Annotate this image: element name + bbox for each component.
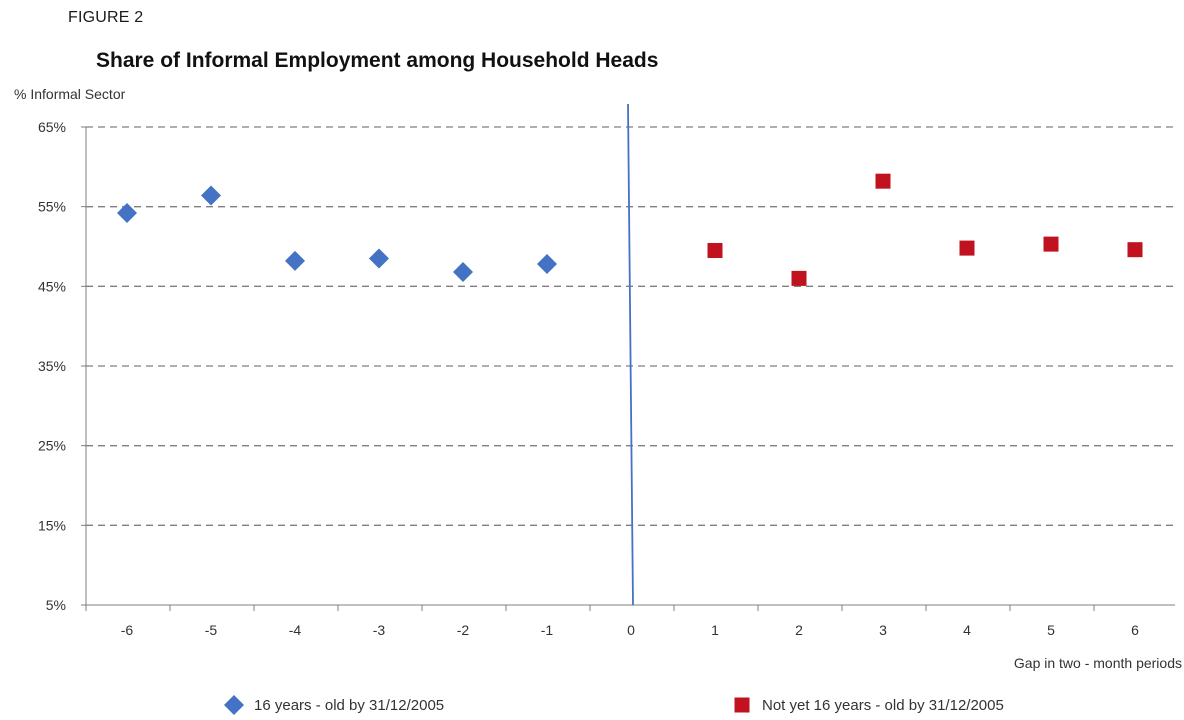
- data-point-diamond: [537, 254, 557, 275]
- y-tick-label: 45%: [38, 278, 66, 294]
- legend-square-icon: [734, 697, 750, 713]
- data-point-diamond: [201, 185, 221, 206]
- y-tick-label: 55%: [38, 199, 66, 215]
- x-tick-label: 5: [1047, 622, 1055, 638]
- y-tick-label: 25%: [38, 438, 66, 454]
- data-point-square: [959, 240, 975, 256]
- data-point-square: [1127, 242, 1143, 258]
- x-tick-label: -4: [289, 622, 302, 638]
- data-point-square: [875, 173, 891, 189]
- x-tick-label: -6: [121, 622, 134, 638]
- data-point-diamond: [369, 248, 389, 269]
- legend-label: 16 years - old by 31/12/2005: [254, 697, 444, 714]
- marks-layer: [117, 103, 1143, 606]
- data-point-diamond: [453, 261, 473, 282]
- figure-label: FIGURE 2: [68, 9, 144, 26]
- data-point-diamond: [117, 203, 137, 224]
- axis-layer: 5% 15% 25% 35% 45% 55% 65% -6 -5 -4 -3 -2 -1 0 1 2 3 4 5 6 G…: [38, 119, 1182, 671]
- x-tick-label: 6: [1131, 622, 1139, 638]
- x-tick-label: -5: [205, 622, 218, 638]
- x-tick-label: 4: [963, 622, 971, 638]
- y-axis-label: % Informal Sector: [14, 86, 126, 102]
- x-tick-label: 3: [879, 622, 887, 638]
- y-tick-label: 65%: [38, 119, 66, 135]
- data-point-diamond: [285, 250, 305, 271]
- y-tick-label: 35%: [38, 358, 66, 374]
- x-tick-label: 2: [795, 622, 803, 638]
- legend: 16 years - old by 31/12/2005 Not yet 16 y…: [224, 695, 1004, 715]
- cutoff-line: [627, 103, 634, 606]
- data-point-square: [1043, 236, 1059, 252]
- y-tick-label: 5%: [46, 597, 66, 613]
- x-tick-label: -3: [373, 622, 386, 638]
- x-tick-label: -2: [457, 622, 470, 638]
- chart-title: Share of Informal Employment among House…: [96, 49, 659, 72]
- y-tick-label: 15%: [38, 517, 66, 533]
- x-tick-label: -1: [541, 622, 554, 638]
- x-tick-label: 1: [711, 622, 719, 638]
- legend-diamond-icon: [224, 695, 244, 715]
- data-point-square: [707, 242, 723, 258]
- legend-label: Not yet 16 years - old by 31/12/2005: [762, 697, 1004, 714]
- data-point-square: [791, 270, 807, 286]
- x-tick-label: 0: [627, 622, 635, 638]
- x-axis-label: Gap in two - month periods: [1014, 655, 1182, 671]
